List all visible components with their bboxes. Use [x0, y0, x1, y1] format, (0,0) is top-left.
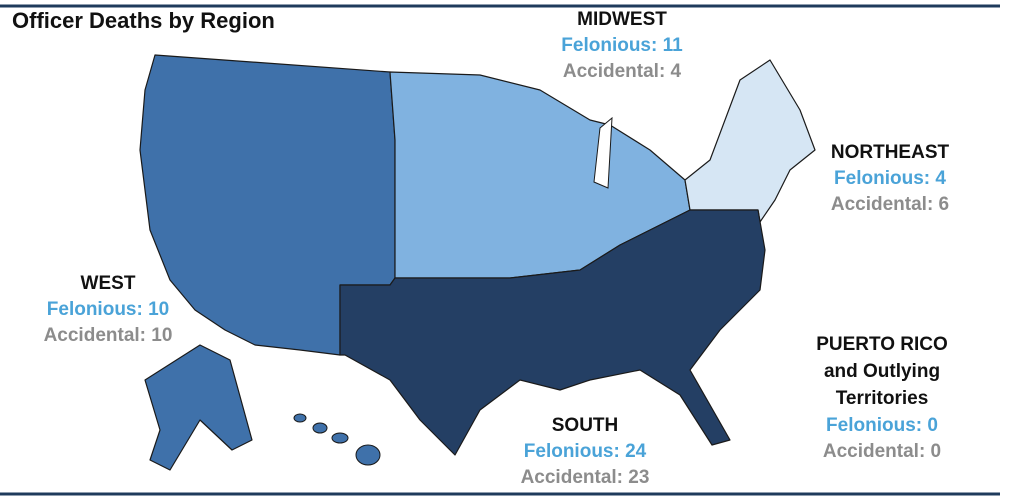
hawaii: [293, 413, 381, 466]
us-map: [139, 54, 816, 471]
accidental-count: Accidental: 23: [521, 467, 650, 488]
region-name: PUERTO RICO: [816, 334, 948, 355]
accidental-count: Accidental: 10: [44, 325, 173, 346]
region-name: MIDWEST: [577, 9, 667, 30]
felonious-count: Felonious: 11: [561, 35, 683, 56]
accidental-count: Accidental: 0: [823, 441, 941, 462]
south-region: [339, 209, 766, 456]
felonious-count: Felonious: 24: [524, 441, 647, 462]
territories-label: PUERTO RICO and Outlying Territories PUE…: [816, 334, 948, 409]
felonious-count: Felonious: 4: [834, 168, 946, 189]
region-name: WEST: [81, 273, 136, 294]
felonious-count: Felonious: 0: [826, 415, 938, 436]
accidental-count: Accidental: 6: [831, 194, 949, 215]
alaska: [144, 344, 253, 471]
region-name: Territories: [836, 388, 929, 409]
northeast-region: [684, 59, 816, 223]
region-name: SOUTH: [552, 415, 619, 436]
accidental-count: Accidental: 4: [563, 61, 682, 82]
felonious-count: Felonious: 10: [47, 299, 169, 320]
region-name: and Outlying: [824, 361, 940, 382]
region-name: NORTHEAST: [831, 142, 950, 163]
lake-michigan: [593, 116, 613, 189]
title: Officer Deaths by Region: [12, 8, 275, 33]
